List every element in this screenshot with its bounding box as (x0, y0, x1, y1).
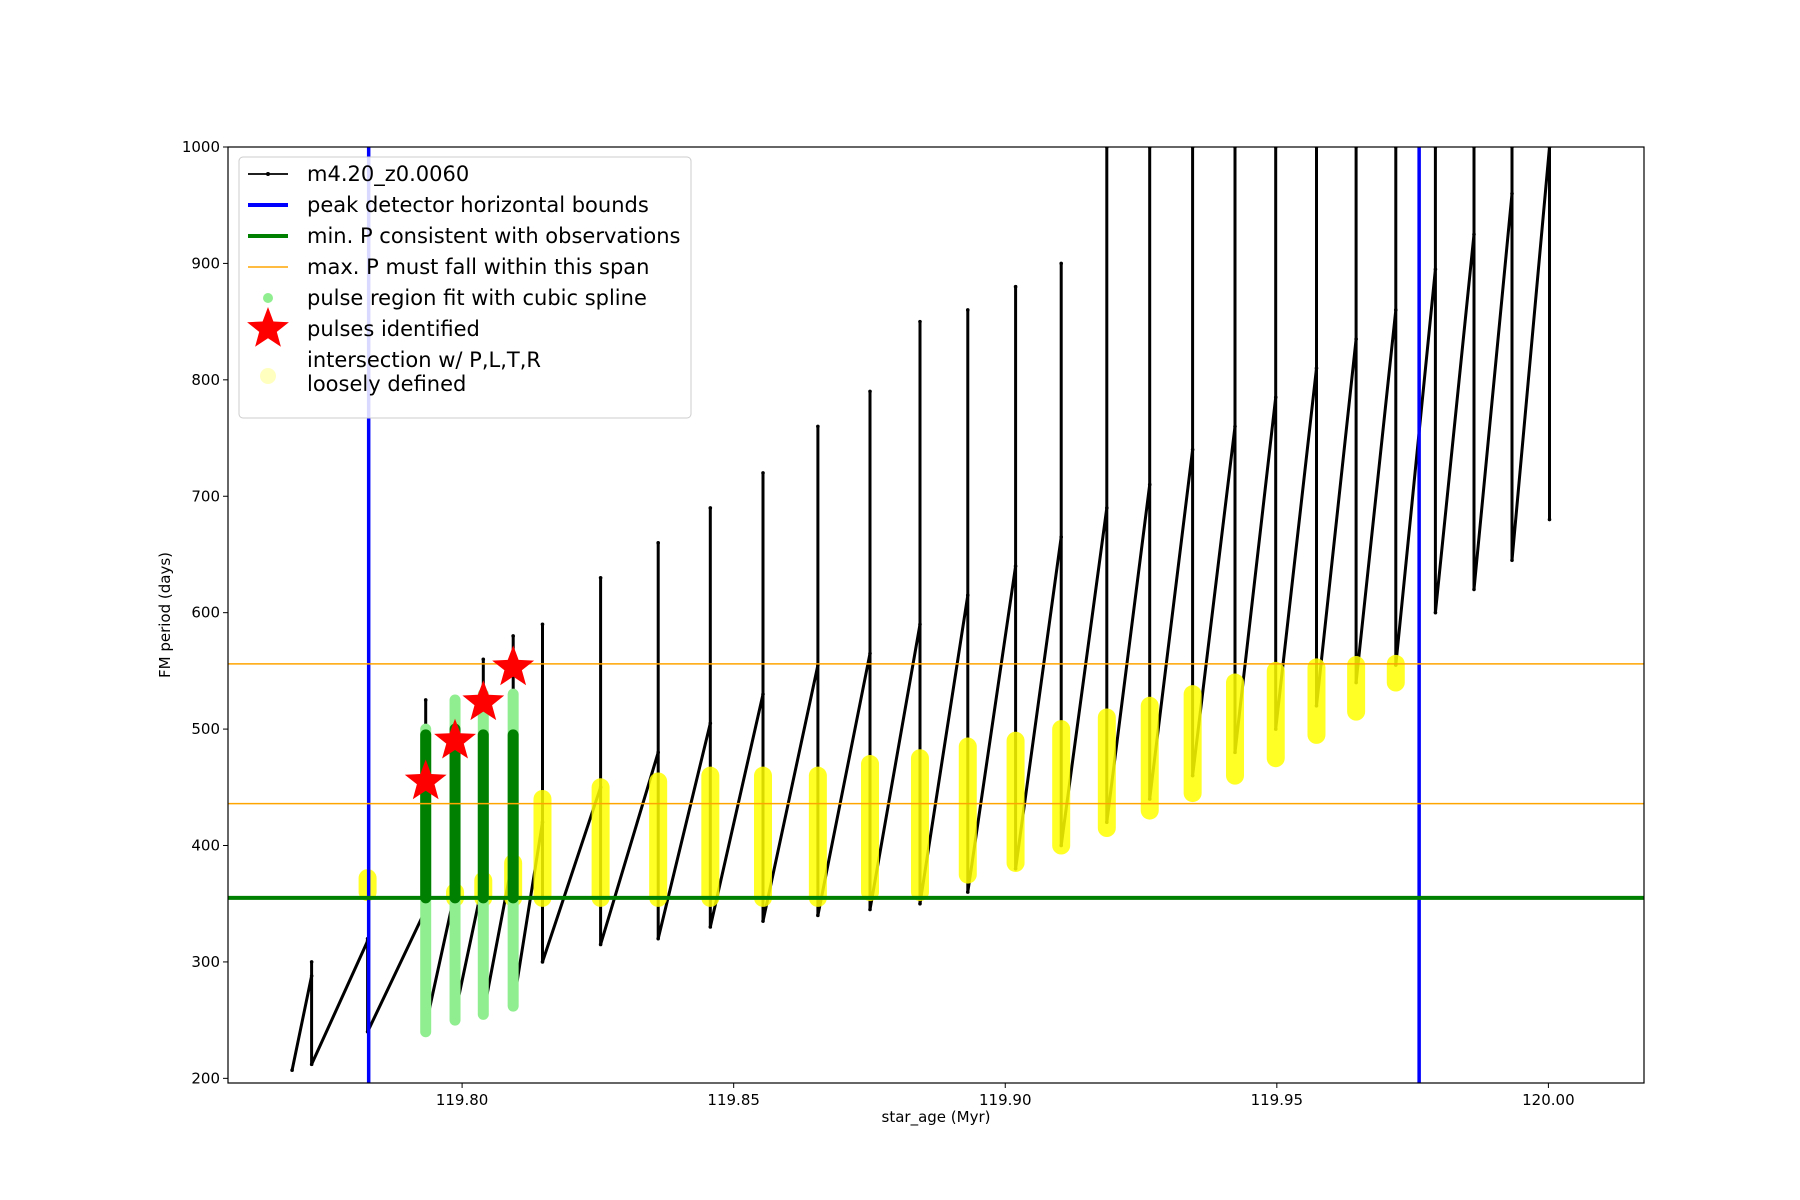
star-marker (462, 680, 505, 721)
line-marker (598, 942, 603, 947)
line-marker (1472, 587, 1476, 592)
line-marker (868, 907, 872, 912)
line-marker (965, 593, 970, 598)
x-tick-label: 119.80 (436, 1091, 489, 1109)
line-marker (309, 960, 314, 964)
legend-handle (260, 368, 276, 384)
line-marker (598, 575, 603, 580)
axes-frame (227, 146, 1645, 1084)
y-tick-label: 900 (191, 254, 220, 272)
x-tick-label: 119.85 (707, 1091, 760, 1109)
line-marker (511, 634, 515, 638)
line-marker (965, 308, 970, 312)
line-marker (868, 389, 872, 394)
legend-label: peak detector horizontal bounds (307, 193, 649, 217)
y-tick-label: 500 (191, 720, 220, 738)
line-marker (1147, 482, 1152, 487)
y-axis-label: FM period (days) (156, 552, 174, 678)
star-marker (434, 718, 476, 759)
line-marker (1273, 395, 1278, 400)
line-marker (1393, 308, 1398, 312)
y-tick-label: 600 (191, 604, 220, 622)
line-marker (656, 750, 660, 755)
x-axis-label: star_age (Myr) (882, 1108, 991, 1127)
legend-label: min. P consistent with observations (307, 224, 680, 248)
line-marker (816, 424, 820, 429)
line-marker (918, 319, 922, 324)
legend-handle-marker (266, 172, 270, 176)
line-marker (540, 960, 545, 964)
line-marker (1354, 337, 1358, 341)
line-marker (816, 913, 820, 918)
line-marker (708, 506, 713, 510)
line-marker (1433, 610, 1438, 615)
y-tick-label: 800 (191, 371, 220, 389)
y-tick-label: 200 (191, 1069, 220, 1087)
line-marker (481, 657, 486, 662)
y-tick-label: 300 (191, 953, 220, 971)
star-marker (492, 645, 535, 686)
line-marker (309, 1062, 314, 1067)
line-marker (1059, 535, 1063, 539)
line-marker (1510, 191, 1514, 196)
line-marker (656, 936, 660, 941)
line-marker (1105, 506, 1109, 510)
line-marker (918, 622, 922, 627)
line-marker (290, 1068, 294, 1072)
line-marker (423, 698, 428, 702)
line-marker (1233, 424, 1237, 429)
x-tick-label: 119.90 (979, 1091, 1032, 1109)
legend-handle (263, 293, 273, 303)
line-marker (761, 692, 765, 696)
line-marker (656, 541, 660, 545)
legend-label: pulses identified (307, 317, 480, 341)
line-marker (1510, 558, 1514, 563)
y-tick-label: 400 (191, 837, 220, 855)
line-marker (540, 622, 545, 627)
line-marker (309, 974, 314, 978)
star-marker (404, 759, 447, 800)
plot-area (228, 147, 1644, 1083)
legend-label: pulse region fit with cubic spline (307, 286, 647, 310)
line-marker (1433, 267, 1438, 272)
legend-label: max. P must fall within this span (307, 255, 649, 279)
axes: 119.80 119.85 119.90 119.95 120.00 200 300 400 5… (182, 138, 1575, 1109)
line-marker (761, 919, 765, 923)
y-tick-label: 700 (191, 487, 220, 505)
line-marker (918, 901, 922, 906)
legend-label: m4.20_z0.0060 (307, 162, 469, 187)
line-marker (965, 890, 970, 894)
line-marker (761, 471, 765, 475)
line-marker (708, 721, 713, 726)
line-marker (708, 925, 713, 929)
line-marker (868, 651, 872, 656)
y-tick-label: 1000 (182, 138, 220, 156)
x-tick-label: 120.00 (1522, 1091, 1575, 1109)
line-marker (1013, 284, 1018, 289)
line-marker (1190, 447, 1195, 452)
legend-label: intersection w/ P,L,T,R loosely defined (307, 348, 541, 396)
legend-handle (247, 307, 289, 347)
line-marker (1013, 564, 1018, 568)
x-tick-label: 119.95 (1251, 1091, 1304, 1109)
legend-box (238, 156, 692, 419)
line-marker (1059, 261, 1063, 266)
line-marker (1472, 232, 1476, 237)
line-marker (1314, 366, 1319, 370)
line-marker (1547, 517, 1552, 522)
